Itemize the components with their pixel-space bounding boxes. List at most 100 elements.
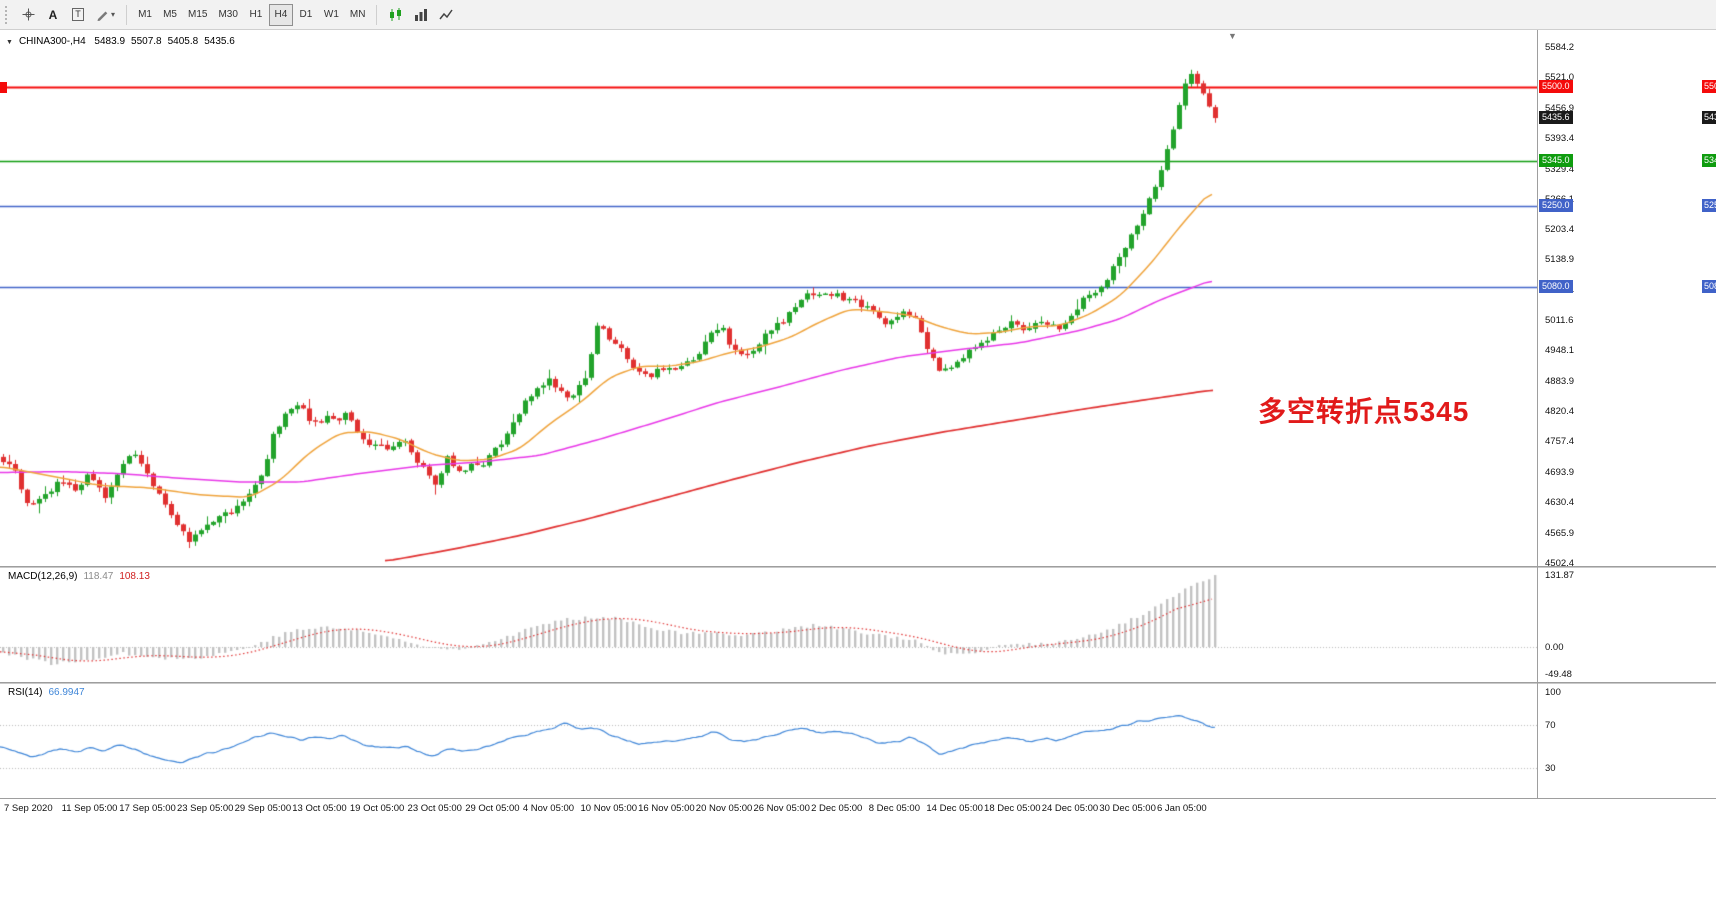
chevron-down-icon: ▾ [111, 10, 116, 19]
time-tick-label: 26 Nov 05:00 [753, 803, 810, 814]
chart-shift-marker-icon[interactable]: ▼ [1228, 31, 1237, 41]
timeframe-group: M1 M5 M15 M30 H1 H4 D1 W1 MN [133, 3, 370, 26]
macd-main-value: 118.47 [83, 571, 114, 582]
time-tick-label: 18 Dec 05:00 [984, 803, 1041, 814]
price-chart-canvas[interactable] [0, 30, 1537, 566]
price-tick-label: 4757.4 [1545, 436, 1575, 448]
price-tick-label: 4502.4 [1545, 558, 1575, 569]
time-tick-label: 16 Nov 05:00 [638, 803, 695, 814]
time-tick-label: 23 Oct 05:00 [407, 803, 462, 814]
symbol-period-label: CHINA300-,H4 [18, 36, 86, 47]
line-chart-icon[interactable] [434, 4, 458, 26]
toolbar-separator [126, 4, 128, 25]
time-tick-label: 2 Dec 05:00 [811, 803, 863, 814]
time-tick-label: 7 Sep 2020 [4, 803, 53, 814]
boxed-t-icon: T [72, 8, 84, 21]
timeframe-h4[interactable]: H4 [268, 3, 293, 26]
time-tick-label: 17 Sep 05:00 [119, 803, 176, 814]
price-line-badge: 5500.0 [1539, 80, 1573, 94]
price-line-badge: 5345.0 [1539, 154, 1573, 168]
timeframe-m1[interactable]: M1 [138, 9, 152, 20]
dark-bars-glyph [415, 8, 428, 21]
price-tick-label: 4630.4 [1545, 496, 1575, 508]
rsi-value: 66.9947 [48, 687, 85, 698]
time-tick-label: 13 Oct 05:00 [292, 803, 347, 814]
macd-panel-canvas[interactable] [0, 568, 1537, 682]
time-tick-label: 8 Dec 05:00 [868, 803, 920, 814]
panel-divider-rsi[interactable] [0, 682, 1716, 684]
macd-scale-label: 131.87 [1545, 570, 1575, 581]
macd-scale-label: 0.00 [1545, 642, 1564, 653]
price-tick-label: 5266.1 [1545, 194, 1574, 205]
price-scale-divider [1537, 30, 1538, 798]
rsi-name: RSI(14) [8, 687, 43, 698]
timeframe-d1[interactable]: D1 [299, 9, 313, 20]
time-tick-label: 10 Nov 05:00 [580, 803, 638, 814]
text-tool[interactable]: T [66, 4, 90, 26]
price-line-badge-stub: 5435.6 [1702, 110, 1716, 124]
time-tick-label: 20 Nov 05:00 [695, 803, 753, 814]
price-tick-label: 4693.9 [1545, 466, 1575, 478]
time-tick-label: 11 Sep 05:00 [61, 803, 118, 814]
price-tick-label: 5584.2 [1545, 42, 1575, 53]
price-tick-label: 4820.4 [1545, 406, 1575, 418]
macd-name: MACD(12,26,9) [8, 571, 78, 582]
macd-signal-value: 108.13 [119, 571, 150, 582]
symbol-dropdown-icon[interactable]: ▼ [6, 39, 13, 46]
rsi-label: RSI(14) 66.9947 [8, 687, 91, 698]
price-line-badge-stub: 5250.0 [1702, 199, 1716, 213]
price-line-badge-stub: 5500.0 [1702, 80, 1716, 94]
price-line-badge: 5250.0 [1539, 199, 1573, 213]
panel-divider-macd[interactable] [0, 566, 1716, 568]
price-tick-label: 5393.4 [1545, 133, 1575, 144]
text-label-tool[interactable]: A [41, 4, 65, 26]
time-axis-line [0, 798, 1716, 799]
low-value: 5405.8 [167, 36, 199, 47]
open-value: 5483.9 [94, 36, 126, 47]
price-line-badge: 5080.0 [1539, 280, 1573, 294]
timeframe-w1[interactable]: W1 [323, 9, 339, 20]
crosshair-icon[interactable] [16, 4, 40, 26]
time-tick-label: 24 Dec 05:00 [1041, 803, 1099, 814]
timeframe-h1[interactable]: H1 [249, 9, 263, 20]
symbol-info: ▼ CHINA300-,H4 5483.9 5507.8 5405.8 5435.6 [6, 36, 241, 47]
green-candles-glyph [390, 7, 402, 21]
level-left-marker [0, 82, 7, 94]
rsi-panel-canvas[interactable] [0, 684, 1537, 798]
draw-tool[interactable]: ▾ [91, 4, 120, 26]
price-tick-label: 5456.9 [1545, 102, 1575, 114]
time-scale[interactable]: 7 Sep 2020 11 Sep 05:00 17 Sep 05:00 23 Sep… [0, 798, 1716, 820]
candlestick-chart-icon[interactable] [383, 4, 408, 26]
time-tick-label: 29 Sep 05:00 [234, 803, 292, 814]
crosshair-glyph [22, 8, 34, 21]
time-tick-label: 23 Sep 05:00 [176, 803, 234, 814]
time-tick-label: 30 Dec 05:00 [1099, 803, 1156, 814]
pencil-icon [97, 11, 108, 21]
price-tick-label: 5203.4 [1545, 223, 1575, 235]
rsi-scale-label: 100 [1545, 687, 1561, 698]
price-tick-label: 5329.4 [1545, 163, 1575, 175]
timeframe-m15[interactable]: M15 [188, 9, 208, 20]
macd-label: MACD(12,26,9) 118.47 108.13 [8, 571, 156, 582]
price-tick-label: 5521.0 [1545, 72, 1575, 84]
toolbar-separator [376, 4, 378, 25]
time-tick-label: 29 Oct 05:00 [465, 803, 520, 814]
timeframe-m5[interactable]: M5 [163, 9, 177, 20]
toolbar-grip[interactable] [5, 5, 10, 24]
price-scale[interactable]: 5584.2 5521.0 5456.9 5393.4 5329.4 5266.1 5203… [1538, 30, 1716, 798]
bar-chart-icon[interactable] [409, 4, 433, 26]
timeframe-m30[interactable]: M30 [218, 9, 238, 20]
close-value: 5435.6 [204, 36, 235, 47]
toolbar: A T ▾ M1 M5 M15 M30 H1 H4 D1 W1 MN [0, 0, 1716, 30]
price-line-badge-stub: 5345.0 [1702, 154, 1716, 168]
time-tick-label: 14 Dec 05:00 [926, 803, 983, 814]
macd-scale-label: -49.48 [1545, 669, 1572, 681]
high-value: 5507.8 [131, 36, 162, 47]
timeframe-mn[interactable]: MN [349, 9, 366, 20]
dark-line-glyph [439, 9, 454, 19]
rsi-scale-label: 70 [1545, 719, 1556, 731]
price-tick-label: 5138.9 [1545, 254, 1575, 266]
price-line-badge: 5435.6 [1539, 110, 1573, 124]
chart-text-annotation[interactable]: 多空转折点5345 [1258, 396, 1470, 427]
